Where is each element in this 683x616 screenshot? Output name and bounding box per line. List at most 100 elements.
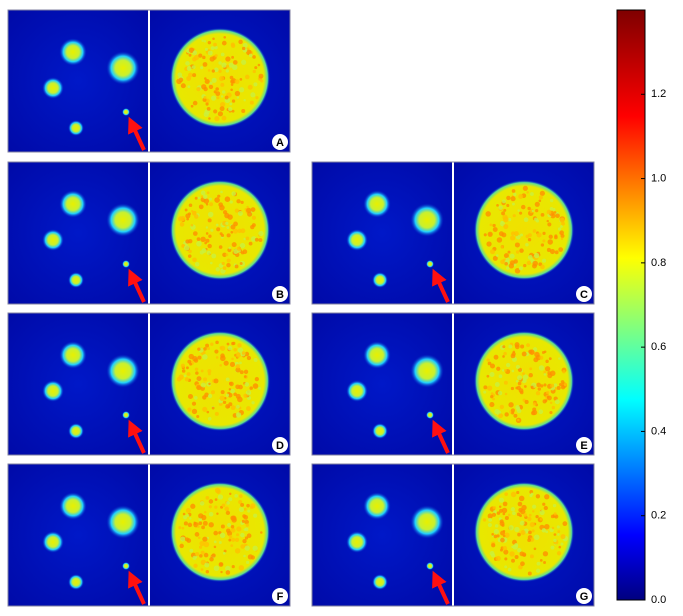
speckle (177, 72, 183, 77)
speckle (502, 355, 505, 358)
speckle (518, 266, 523, 271)
speckle (219, 562, 223, 566)
speckle (545, 359, 549, 364)
speckle (560, 534, 566, 540)
hot-spot (106, 354, 140, 388)
speckle (539, 190, 545, 196)
speckle (510, 196, 516, 202)
speckle (200, 568, 204, 571)
arrow (432, 570, 450, 605)
speckle (504, 492, 509, 496)
speckle (502, 501, 508, 507)
speckle (532, 504, 537, 509)
speckle (203, 377, 208, 382)
speckle (541, 528, 546, 533)
hot-spot (346, 229, 368, 251)
speckle (538, 195, 543, 200)
speckle (492, 223, 496, 228)
speckle (532, 510, 535, 513)
speckle (178, 77, 184, 83)
speckle (507, 217, 512, 222)
speckle (228, 538, 232, 542)
speckle (194, 261, 200, 267)
speckle (527, 206, 531, 211)
speckle (241, 109, 246, 114)
speckle (514, 555, 519, 560)
speckle (556, 551, 562, 556)
speckle (197, 536, 201, 539)
speckle (235, 367, 241, 373)
speckle (235, 404, 240, 409)
speckle (207, 41, 212, 45)
speckle (489, 402, 495, 408)
speckle (191, 408, 198, 415)
speckle (560, 380, 565, 384)
speckle (226, 342, 230, 346)
speckle (220, 570, 223, 574)
speckle (548, 357, 552, 361)
speckle (185, 61, 190, 66)
speckle (499, 404, 505, 410)
speckle (214, 54, 218, 58)
speckle (181, 369, 186, 373)
speckle (234, 90, 241, 97)
speckle (503, 549, 509, 555)
speckle (220, 345, 226, 351)
speckle (552, 208, 556, 211)
speckle (234, 537, 240, 542)
speckle (192, 356, 198, 362)
speckle (183, 374, 187, 378)
speckle (245, 523, 250, 527)
tick-label: 0.0 (651, 594, 666, 606)
arrow (128, 268, 146, 303)
speckle (208, 234, 212, 238)
speckle (558, 247, 564, 252)
speckle (198, 517, 203, 522)
speckle (180, 83, 186, 89)
speckle (557, 530, 561, 534)
speckle (546, 219, 549, 223)
speckle (245, 236, 250, 241)
speckle (496, 534, 500, 538)
speckle (202, 354, 208, 360)
speckle (542, 551, 549, 557)
hot-spot (363, 492, 391, 520)
speckle (517, 547, 522, 553)
speckle (485, 211, 491, 217)
speckle (487, 523, 492, 528)
speckle (237, 343, 242, 348)
speckle (235, 352, 242, 358)
panel-badge (272, 588, 288, 604)
hot-spot (410, 203, 444, 237)
speckle (532, 260, 538, 267)
speckle (200, 382, 206, 388)
speckle (211, 253, 217, 259)
speckle (226, 258, 231, 263)
hot-spot (346, 531, 368, 553)
speckle (554, 399, 560, 405)
speckle (542, 231, 546, 235)
speckle (556, 385, 561, 390)
speckle (243, 375, 247, 378)
speckle (519, 211, 523, 215)
speckle (204, 241, 208, 245)
speckle (510, 507, 516, 512)
speckle (520, 344, 525, 349)
tick-label: 0.4 (651, 425, 666, 437)
speckle (254, 376, 259, 382)
speckle (551, 405, 556, 410)
speckle (538, 365, 545, 371)
speckle (197, 196, 201, 200)
speckle (200, 66, 204, 70)
speckle (528, 513, 532, 517)
speckle (524, 399, 529, 404)
speckle (200, 550, 205, 555)
speckle (550, 545, 555, 550)
hot-spot (59, 341, 87, 369)
speckle (207, 372, 211, 376)
speckle (203, 541, 210, 548)
speckle (204, 47, 209, 51)
panel-badge (576, 286, 592, 302)
colorbar (616, 9, 646, 601)
speckle (225, 64, 230, 68)
